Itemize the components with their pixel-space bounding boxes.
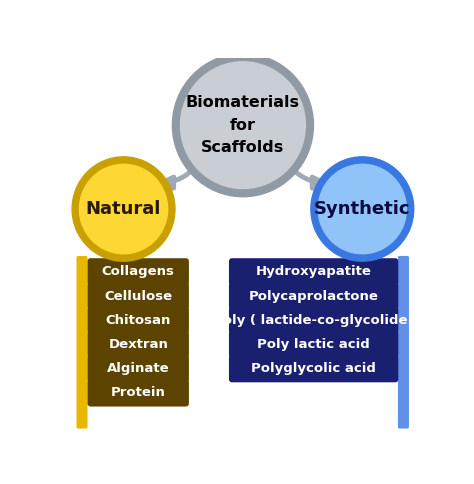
Text: Natural: Natural — [86, 200, 161, 218]
Text: Synthetic: Synthetic — [314, 200, 410, 218]
Circle shape — [173, 54, 313, 197]
Circle shape — [80, 164, 168, 254]
Text: Protein: Protein — [111, 386, 166, 399]
FancyBboxPatch shape — [76, 256, 88, 428]
Text: Alginate: Alginate — [107, 362, 170, 375]
FancyBboxPatch shape — [229, 331, 398, 358]
FancyBboxPatch shape — [88, 331, 189, 358]
FancyBboxPatch shape — [88, 307, 189, 334]
FancyBboxPatch shape — [229, 258, 398, 286]
FancyBboxPatch shape — [88, 283, 189, 310]
Circle shape — [318, 164, 406, 254]
Circle shape — [311, 157, 414, 261]
Text: Poly lactic acid: Poly lactic acid — [257, 338, 370, 351]
Text: Poly ( lactide-co-glycolide): Poly ( lactide-co-glycolide) — [213, 314, 414, 327]
Circle shape — [72, 157, 175, 261]
FancyBboxPatch shape — [229, 307, 398, 334]
Text: Biomaterials
for
Scaffolds: Biomaterials for Scaffolds — [186, 95, 300, 155]
Circle shape — [181, 62, 305, 189]
Text: Hydroxyapatite: Hydroxyapatite — [255, 265, 372, 278]
Text: Collagens: Collagens — [102, 265, 174, 278]
Text: Polycaprolactone: Polycaprolactone — [249, 289, 379, 302]
FancyBboxPatch shape — [88, 258, 189, 286]
FancyBboxPatch shape — [88, 355, 189, 382]
Text: Dextran: Dextran — [108, 338, 168, 351]
Text: Chitosan: Chitosan — [106, 314, 171, 327]
FancyBboxPatch shape — [398, 256, 409, 428]
Text: Cellulose: Cellulose — [104, 289, 172, 302]
Text: Polyglycolic acid: Polyglycolic acid — [251, 362, 376, 375]
FancyBboxPatch shape — [88, 379, 189, 407]
FancyBboxPatch shape — [229, 355, 398, 382]
FancyBboxPatch shape — [229, 283, 398, 310]
